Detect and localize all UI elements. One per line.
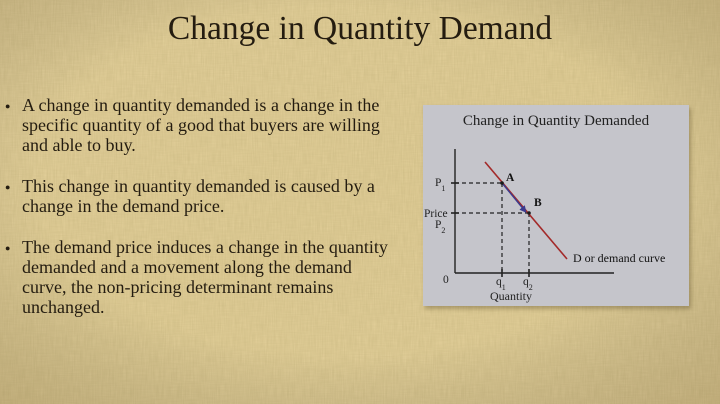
svg-text:P2: P2 <box>435 219 445 235</box>
svg-text:P1: P1 <box>435 177 445 193</box>
svg-text:Change in Quantity Demanded: Change in Quantity Demanded <box>463 113 650 129</box>
svg-text:A: A <box>506 172 515 184</box>
svg-text:B: B <box>534 197 542 209</box>
svg-text:D or demand curve: D or demand curve <box>573 251 665 265</box>
svg-text:Quantity: Quantity <box>490 289 532 303</box>
svg-text:0: 0 <box>443 274 449 286</box>
